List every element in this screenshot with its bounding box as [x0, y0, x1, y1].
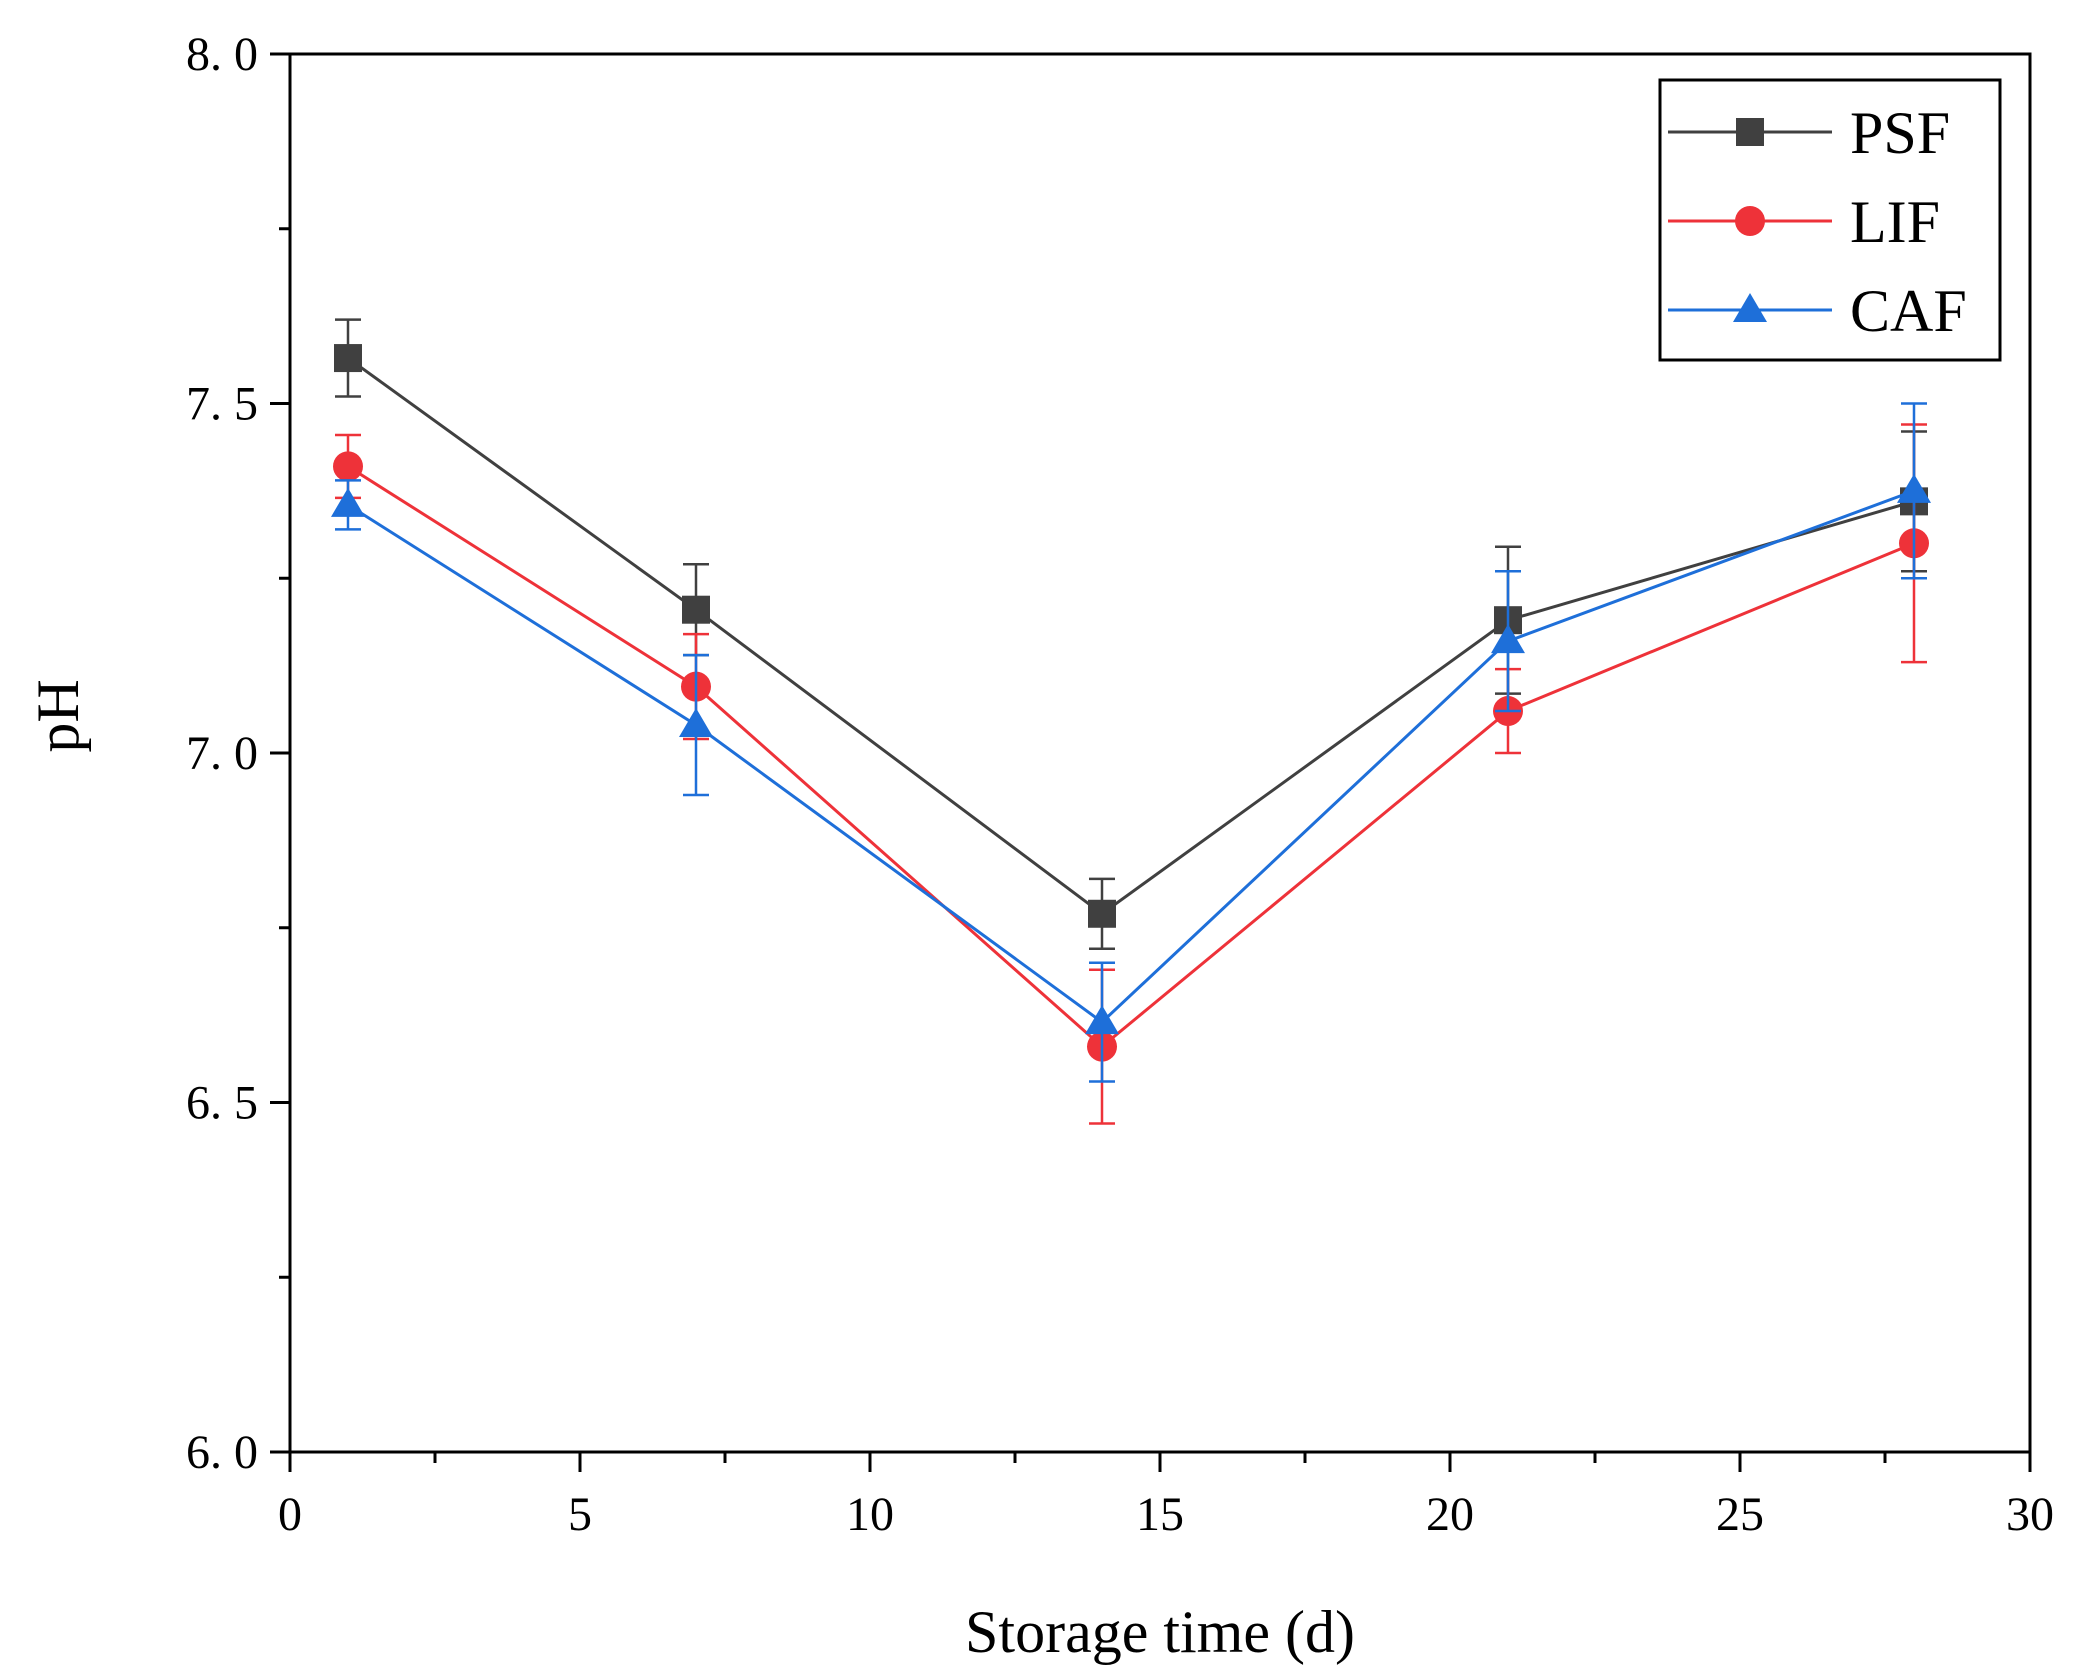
series-lif — [333, 423, 1929, 1125]
psf-point — [334, 344, 362, 373]
series-psf — [334, 318, 1928, 950]
x-tick-label: 25 — [1716, 1488, 1764, 1541]
legend-marker-caf — [1733, 293, 1767, 322]
caf-point — [331, 487, 365, 517]
series-caf — [331, 402, 1931, 1083]
x-tick-label: 15 — [1136, 1488, 1184, 1541]
legend: PSF LIF CAF — [1658, 78, 2002, 362]
psf-line — [347, 356, 1915, 916]
x-tick-label: 20 — [1426, 1488, 1474, 1541]
legend-item-caf: CAF — [1668, 278, 1967, 344]
series-layer — [331, 318, 1931, 1125]
caf-point — [1085, 1005, 1119, 1035]
x-axis: 0 5 10 15 20 25 30 — [278, 1452, 2054, 1541]
psf-point — [682, 595, 710, 624]
y-axis: 6. 0 6. 5 7. 0 7. 5 8. 0 — [186, 28, 290, 1479]
x-axis-title: Storage time (d) — [965, 1599, 1355, 1665]
legend-label-lif: LIF — [1850, 189, 1940, 255]
y-tick-label: 7. 0 — [186, 727, 258, 780]
x-tick-label: 0 — [278, 1488, 302, 1541]
legend-label-caf: CAF — [1850, 278, 1967, 344]
x-tick-label: 30 — [2006, 1488, 2054, 1541]
y-axis-title: pH — [25, 679, 91, 752]
x-tick-label: 5 — [568, 1488, 592, 1541]
legend-item-psf: PSF — [1668, 100, 1950, 166]
caf-point — [1897, 473, 1931, 503]
legend-item-lif: LIF — [1668, 189, 1940, 255]
y-tick-label: 6. 0 — [186, 1426, 258, 1479]
caf-point — [1491, 624, 1525, 654]
caf-point — [679, 708, 713, 738]
lif-point — [333, 451, 363, 482]
x-tick-label: 10 — [846, 1488, 894, 1541]
lif-line — [347, 465, 1915, 1049]
y-tick-label: 7. 5 — [186, 378, 258, 431]
legend-marker-psf — [1736, 118, 1764, 146]
legend-marker-lif — [1735, 206, 1765, 236]
y-tick-label: 6. 5 — [186, 1077, 258, 1130]
psf-point — [1088, 899, 1116, 928]
y-tick-label: 8. 0 — [186, 28, 258, 81]
legend-label-psf: PSF — [1850, 100, 1950, 166]
